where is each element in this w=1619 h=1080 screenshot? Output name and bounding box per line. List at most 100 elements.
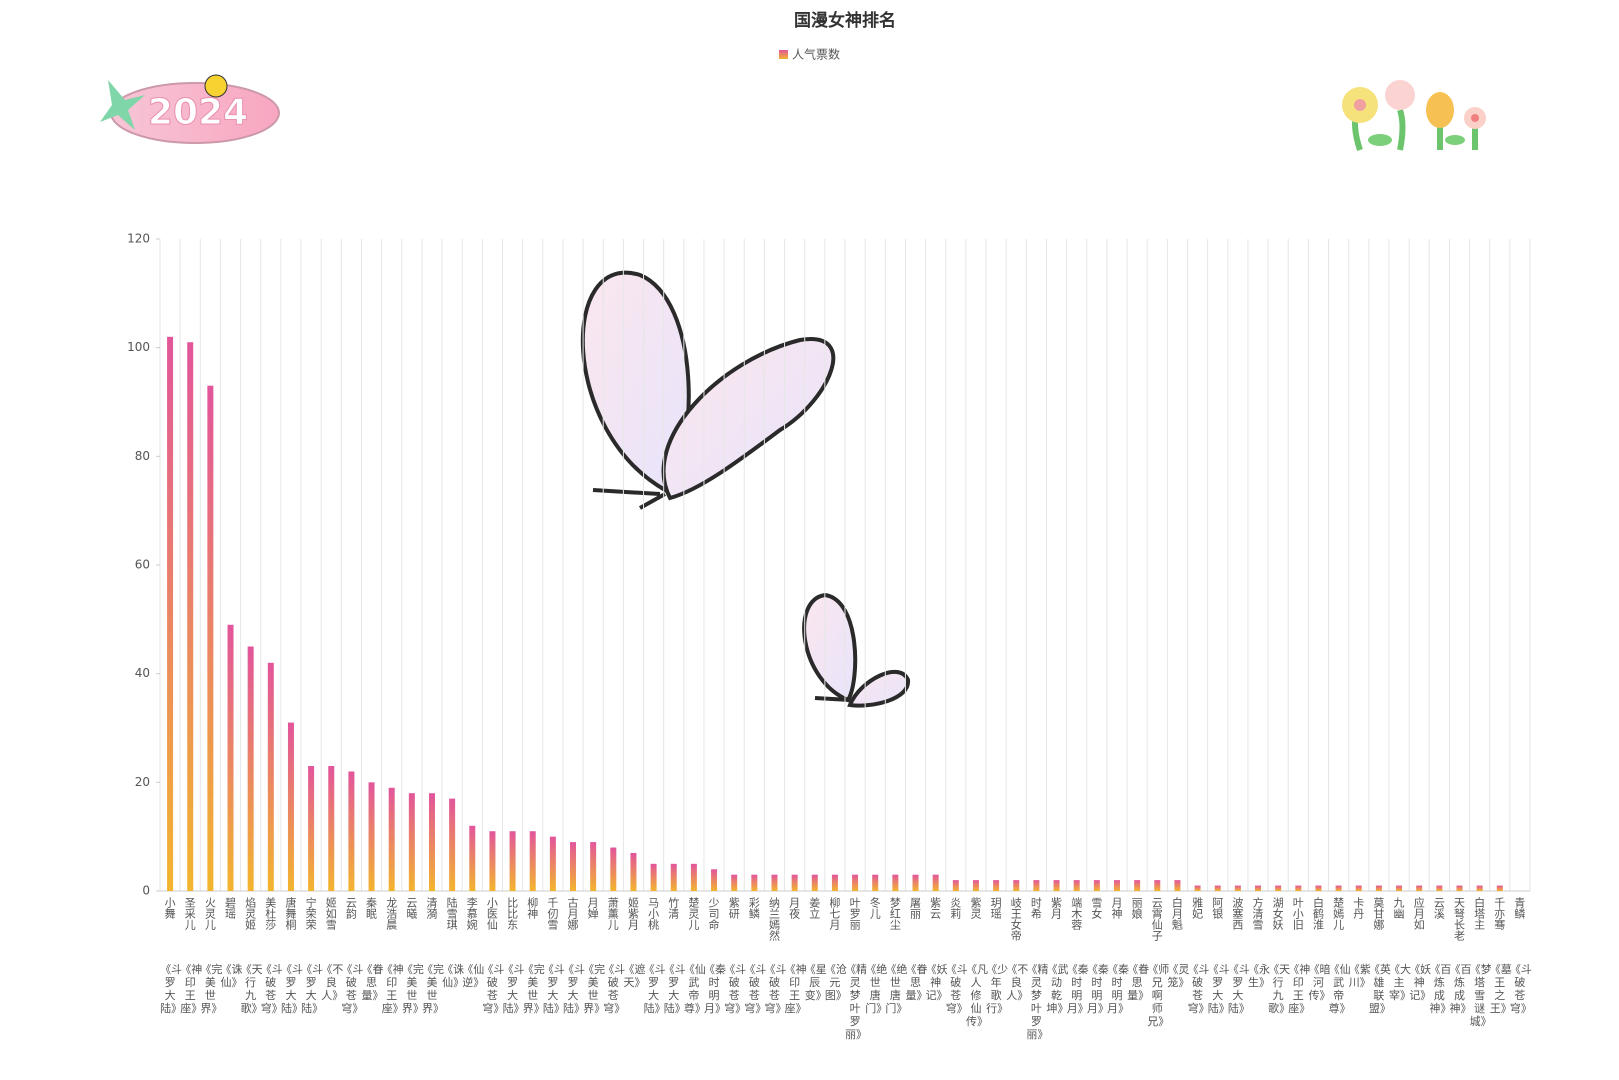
x-tick-sublabel: 《神印王座》 [784,963,807,1015]
x-tick-sublabel: 《灵笼》 [1167,963,1190,989]
legend-label: 人气票数 [792,47,840,62]
x-tick-label: 紫月 [1049,897,1063,919]
y-tick-label: 120 [127,232,150,246]
x-tick-label: 应月如 [1412,897,1426,930]
x-tick-sublabel: 《绝世唐门》 [885,963,908,1015]
bar [509,831,516,891]
x-tick-label: 碧瑶 [223,897,237,919]
x-tick-sublabel: 《眷思量》 [1127,963,1150,1002]
bar [1275,885,1282,891]
bar [167,336,174,891]
x-tick-sublabel: 《斗破苍穹》 [1509,963,1532,1015]
x-tick-label: 岐王女帝 [1009,897,1023,941]
bar [1214,885,1221,891]
bar [1013,880,1020,891]
x-tick-label: 比比东 [505,897,519,930]
x-tick-label: 屠丽 [908,897,922,919]
bar [1355,885,1362,891]
bar [952,880,959,891]
bar [1134,880,1141,891]
x-tick-sublabel: 《精灵梦叶罗丽》 [1026,963,1049,1041]
bar [247,646,254,891]
x-tick-label: 焰灵姬 [243,897,257,930]
bar [187,342,194,891]
x-tick-label: 少司命 [707,897,721,930]
bar [751,874,758,891]
x-tick-label: 竹清 [666,897,680,919]
x-tick-sublabel: 《斗罗大陆》 [1207,963,1230,1015]
bar [892,874,899,891]
bar [610,847,617,891]
bar [287,722,294,891]
bar [831,874,838,891]
bar [972,880,979,891]
bar [549,836,556,891]
x-tick-label: 炎莉 [948,897,962,919]
x-tick-label: 宁荣荣 [304,897,318,930]
bar [1093,880,1100,891]
bar [1315,885,1322,891]
x-tick-label: 白月魁 [1170,897,1184,930]
x-tick-label: 纳兰嫣然 [767,897,781,941]
x-tick-label: 萧薰儿 [606,897,620,930]
x-tick-label: 阿银 [1210,897,1224,919]
x-tick-sublabel: 《梦塔雪谜城》 [1469,963,1492,1028]
x-tick-sublabel: 《眷思量》 [361,963,384,1002]
bar [1396,885,1403,891]
x-tick-label: 马小桃 [646,897,660,930]
x-tick-sublabel: 《仙武帝尊》 [683,963,706,1015]
bar [771,874,778,891]
y-tick-label: 100 [127,340,150,354]
x-tick-label: 圣采儿 [183,897,197,930]
bar [731,874,738,891]
bar [932,874,939,891]
x-tick-label: 小医仙 [485,897,499,930]
bar [650,863,657,891]
bar [590,842,597,891]
x-tick-sublabel: 《斗破苍穹》 [341,963,364,1015]
butterfly [580,270,910,708]
x-tick-label: 青鳞 [1512,897,1526,919]
x-tick-label: 丽娘 [1130,897,1144,919]
bar [1335,885,1342,891]
bar [529,831,536,891]
x-tick-label: 月神 [1109,897,1123,919]
x-tick-label: 紫云 [928,897,942,919]
x-tick-label: 雅妃 [1190,897,1204,919]
bar [1295,885,1302,891]
x-tick-sublabel: 《不良人》 [321,963,344,1002]
bar [267,662,274,891]
x-tick-label: 方清雪 [1251,897,1264,930]
bar [227,624,234,891]
x-tick-label: 唐舞桐 [283,897,297,930]
x-tick-sublabel: 《斗破苍穹》 [482,963,505,1015]
x-tick-sublabel: 《诛仙》 [220,963,243,989]
x-tick-sublabel: 《斗罗大陆》 [301,963,324,1015]
x-tick-sublabel: 《斗破苍穹》 [260,963,283,1015]
y-tick-label: 60 [135,558,150,572]
x-tick-label: 小舞 [163,897,177,919]
bar [368,782,375,891]
x-tick-sublabel: 《不良人》 [1006,963,1029,1002]
x-tick-sublabel: 《秦时明月》 [1086,963,1109,1015]
x-tick-label: 李慕婉 [465,897,479,930]
bar [872,874,879,891]
x-tick-sublabel: 《神印王座》 [180,963,203,1015]
x-tick-label: 紫研 [727,897,741,919]
x-tick-label: 云曦 [404,897,418,919]
x-tick-label: 月婵 [586,897,600,919]
x-tick-sublabel: 《斗破苍穹》 [764,963,787,1015]
x-tick-sublabel: 《妖神记》 [925,963,948,1002]
bar [1476,885,1483,891]
bar [328,766,335,891]
x-tick-sublabel: 《秦时明月》 [1066,963,1089,1015]
x-tick-sublabel: 《英雄联盟》 [1368,963,1391,1015]
y-tick-label: 20 [135,775,150,789]
bar [912,874,919,891]
bar [1113,880,1120,891]
x-tick-label: 楚嫣儿 [1331,897,1345,930]
x-tick-sublabel: 《暗河传》 [1308,963,1331,1002]
x-tick-label: 叶小旧 [1291,897,1305,930]
